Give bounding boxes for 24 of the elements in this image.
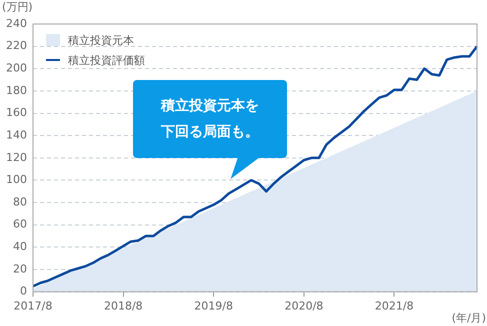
legend-label: 積立投資評価額 [68,52,145,68]
annotation: 積立投資元本を下回る局面も。 [160,96,260,142]
x-tick-label: 2020/8 [284,299,324,312]
callout-box: 積立投資元本を下回る局面も。 [133,80,287,158]
x-tick-label: 2019/8 [194,299,233,312]
y-tick-label: 200 [6,61,27,74]
y-axis-title: (万円) [2,0,33,14]
y-tick-label: 160 [6,106,27,120]
y-tick-label: 0 [20,284,27,298]
y-tick-label: 120 [6,150,27,164]
y-tick-label: 140 [6,128,27,142]
y-tick-label: 100 [6,173,27,186]
y-tick-label: 220 [6,39,27,52]
x-tick-label: 2021/8 [374,299,414,312]
y-tick-label: 20 [12,262,27,276]
y-tick-label: 60 [12,218,27,231]
y-tick-label: 240 [6,16,27,30]
legend-label: 積立投資元本 [68,32,134,48]
x-tick-label: 2018/8 [104,299,143,312]
y-tick-label: 80 [12,195,27,208]
x-tick-label: 2017/8 [14,299,52,312]
y-tick-label: 40 [12,240,27,254]
x-axis-title: (年/月) [452,311,486,324]
y-tick-label: 180 [6,84,27,97]
